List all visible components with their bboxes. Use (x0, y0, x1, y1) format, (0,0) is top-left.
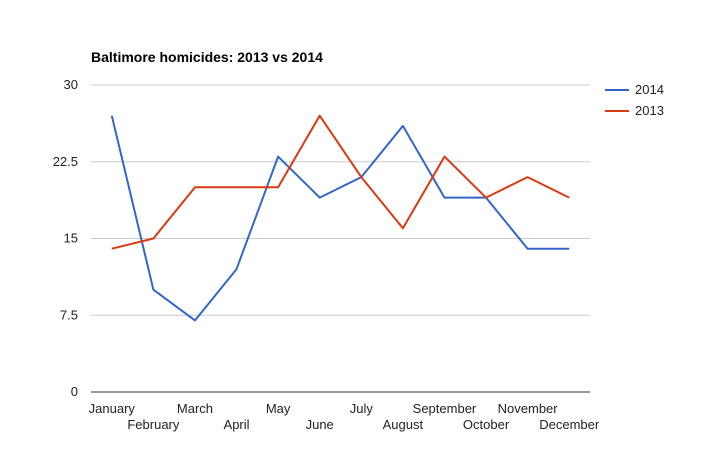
y-axis-ticks: 0 7.5 15 22.5 30 (53, 77, 78, 399)
x-tick-label: August (383, 417, 424, 432)
y-tick-label: 22.5 (53, 154, 78, 169)
y-tick-label: 7.5 (60, 307, 78, 322)
x-tick-label: February (127, 417, 180, 432)
legend-label-2014: 2014 (635, 82, 664, 97)
chart-title: Baltimore homicides: 2013 vs 2014 (91, 49, 323, 65)
series-line-2014 (110, 115, 570, 322)
x-tick-label: October (463, 417, 510, 432)
x-tick-label: December (539, 417, 600, 432)
x-tick-label: July (350, 401, 374, 416)
gridlines (91, 84, 590, 393)
x-tick-label: June (306, 417, 334, 432)
x-tick-label: November (498, 401, 559, 416)
series-lines (110, 114, 570, 322)
series-line-2013 (111, 114, 570, 250)
y-tick-label: 30 (64, 77, 78, 92)
legend-label-2013: 2013 (635, 103, 664, 118)
x-tick-label: September (413, 401, 477, 416)
x-tick-label: April (224, 417, 250, 432)
y-tick-label: 15 (64, 231, 78, 246)
x-tick-label: January (89, 401, 136, 416)
legend: 2014 2013 (605, 82, 664, 118)
x-tick-label: May (266, 401, 291, 416)
y-tick-label: 0 (71, 384, 78, 399)
x-tick-label: March (177, 401, 213, 416)
